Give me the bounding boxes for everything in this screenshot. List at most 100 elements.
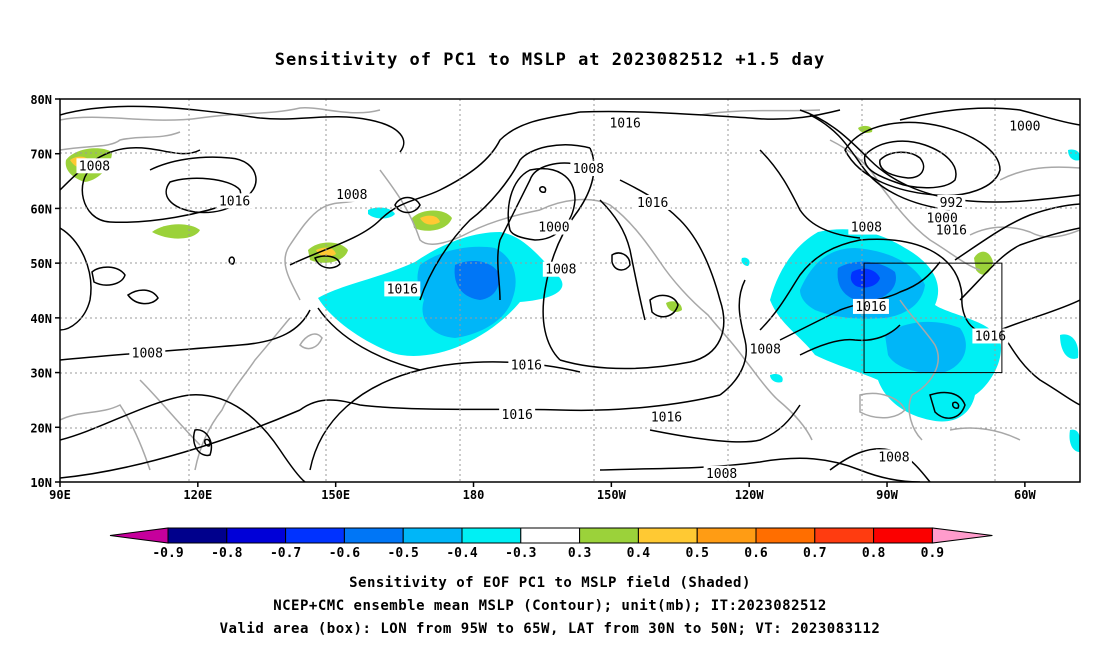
contour-label: 1008: [545, 263, 576, 278]
contour-label-bg: [76, 158, 113, 174]
contour-label-bg: [933, 222, 970, 238]
contour-label: 1000: [538, 221, 569, 236]
lon-label: 90E: [49, 488, 71, 502]
lat-label: 70N: [30, 148, 52, 162]
shade-region: [885, 321, 966, 374]
contour-label: 1008: [878, 450, 909, 465]
contour-label-bg: [747, 341, 784, 357]
contour-label: 1008: [750, 343, 781, 358]
contour-label: 1008: [573, 162, 604, 177]
contour-label: 1016: [511, 358, 542, 373]
shade-region: [850, 268, 880, 288]
colorbar-label: 0.4: [627, 546, 651, 561]
contour-label-bg: [607, 115, 644, 131]
lon-label: 90W: [876, 488, 898, 502]
colorbar-label: 0.3: [568, 546, 591, 561]
colorbar-swatch: [285, 527, 345, 544]
shade-region: [1068, 149, 1080, 161]
colorbar-swatch: [873, 527, 933, 544]
contour-label-bg: [542, 261, 579, 277]
caption-shading: Sensitivity of EOF PC1 to MSLP field (Sh…: [349, 575, 751, 591]
contour-label: 1000: [1009, 119, 1040, 134]
shade-region: [152, 224, 200, 239]
longitude-axis: 90E 120E 150E 180 150W 120W 90W 60W: [49, 482, 1036, 502]
lat-label: 60N: [30, 202, 52, 216]
contour-label-bg: [848, 219, 885, 235]
colorbar-swatch: [520, 527, 581, 544]
lat-label: 80N: [30, 93, 52, 107]
contour-label: 1008: [706, 467, 737, 482]
shade-region: [770, 373, 783, 383]
colorbar-label: 0.8: [862, 546, 886, 561]
contour-label-bg: [1006, 118, 1043, 134]
shade-region: [858, 125, 873, 133]
lon-label: 150W: [597, 488, 627, 502]
colorbar-high-arrow: [931, 527, 993, 544]
contour-label: 1008: [79, 159, 110, 174]
contour-label-bg: [129, 345, 166, 361]
colorbar-swatch: [814, 527, 875, 544]
colorbar-label: -0.3: [505, 546, 536, 561]
colorbar-label: 0.7: [803, 546, 826, 561]
contour-label: 1008: [336, 188, 367, 203]
lat-label: 50N: [30, 257, 52, 271]
colorbar-swatch: [755, 527, 816, 544]
shade-region: [368, 207, 395, 219]
lon-label: 150E: [321, 488, 350, 502]
contour-label-bg: [875, 449, 912, 465]
lat-label: 40N: [30, 312, 52, 326]
contour-label: 1016: [651, 410, 682, 425]
contour-label-bg: [703, 465, 740, 481]
lon-label: 120W: [735, 488, 765, 502]
contour-label: 1016: [975, 329, 1006, 344]
colorbar-label: -0.6: [329, 546, 360, 561]
lat-label: 10N: [30, 476, 52, 490]
lon-label: 60W: [1014, 488, 1036, 502]
map-frame: [59, 98, 1081, 483]
lon-label: 120E: [183, 488, 212, 502]
colorbar-label: -0.8: [211, 546, 242, 561]
colorbar-label: -0.5: [388, 546, 419, 561]
contour-label: 1016: [502, 408, 533, 423]
contour-label: 1008: [851, 221, 882, 236]
colorbar-swatch: [402, 527, 463, 544]
shade-region: [1060, 334, 1079, 359]
caption-valid-area: Valid area (box): LON from 95W to 65W, L…: [219, 621, 881, 637]
contour-label-bg: [937, 194, 966, 210]
contour-label-bg: [570, 161, 607, 177]
contour-label-bg: [508, 357, 545, 373]
contour-label-bg: [333, 186, 370, 202]
shade-region: [1069, 429, 1080, 452]
colorbar-label: -0.7: [270, 546, 301, 561]
colorbar-swatch: [579, 527, 639, 544]
colorbar-swatch: [167, 527, 228, 544]
contour-label: 1008: [132, 346, 163, 361]
colorbar-swatch: [696, 527, 757, 544]
colorbar-label: 0.6: [744, 546, 768, 561]
contour-label: 1016: [855, 300, 886, 315]
contour-label-bg: [852, 298, 889, 314]
contour-label-bg: [384, 281, 421, 297]
colorbar-low-arrow: [109, 527, 169, 544]
coastlines: [60, 107, 1080, 471]
map-title: Sensitivity of PC1 to MSLP at 2023082512…: [274, 50, 826, 70]
colorbar-label: 0.5: [685, 546, 708, 561]
contour-label-bg: [499, 407, 536, 423]
caption-contour: NCEP+CMC ensemble mean MSLP (Contour); u…: [273, 598, 827, 614]
shade-region: [454, 260, 500, 300]
valid-area-box: [863, 262, 1003, 374]
contour-label-bg: [648, 409, 685, 425]
shade-region: [741, 257, 750, 266]
colorbar-label: -0.4: [446, 546, 477, 561]
contour-label-bg: [634, 194, 671, 210]
colorbar-swatch: [461, 527, 522, 544]
colorbar-label: 0.9: [921, 546, 944, 561]
contour-label-bg: [535, 219, 572, 235]
latitude-axis: 10N 20N 30N 40N 50N 60N 70N 80N: [30, 93, 60, 490]
contour-label: 1016: [387, 282, 418, 297]
contour-label-bg: [216, 193, 253, 209]
colorbar-label: -0.9: [152, 546, 183, 561]
contour-label: 1016: [637, 196, 668, 211]
